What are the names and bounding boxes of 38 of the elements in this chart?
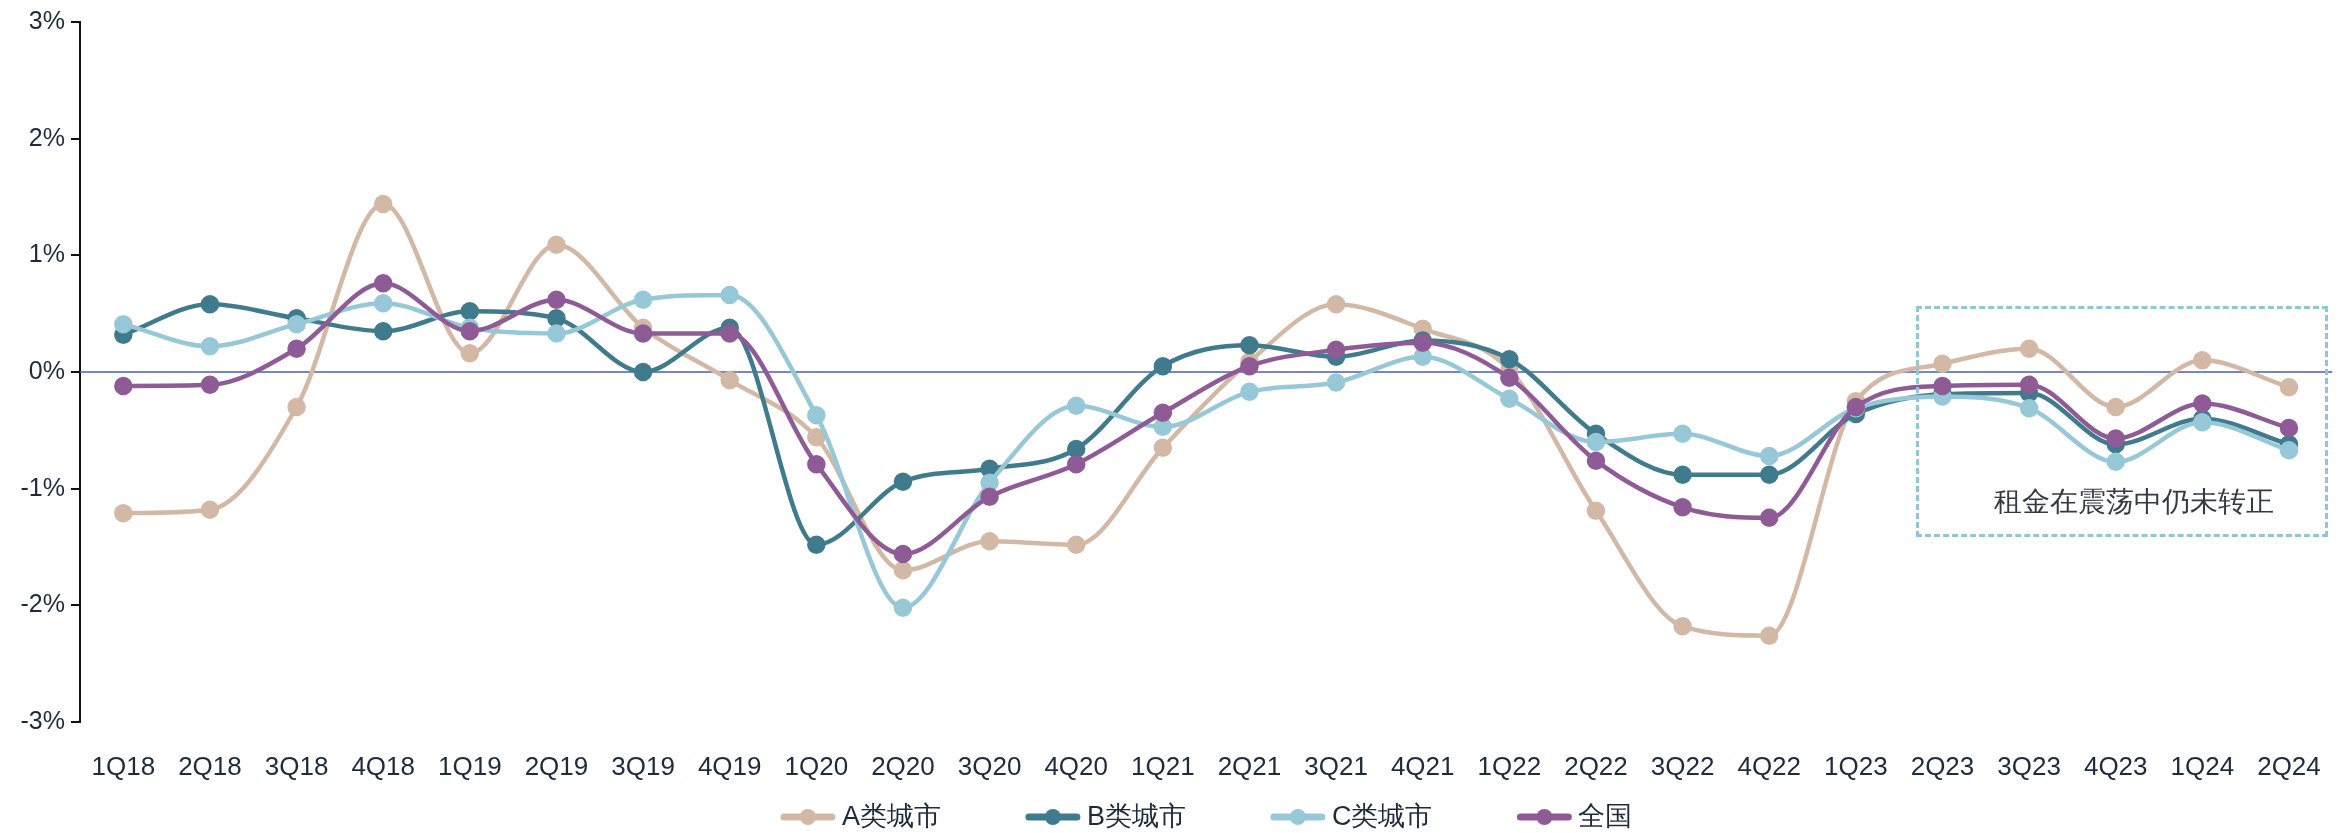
y-tick-label: 1%: [28, 239, 65, 268]
y-tick-label: 0%: [28, 355, 65, 384]
x-tick-label: 2Q20: [871, 750, 935, 781]
x-tick-label: 1Q19: [438, 750, 502, 781]
x-tick-label: 3Q18: [264, 750, 329, 781]
x-tick-label: 1Q24: [2170, 750, 2235, 781]
x-tick-label: 3Q19: [611, 750, 675, 781]
x-tick-label: 4Q22: [1737, 750, 1802, 781]
legend-label: 全国: [1578, 801, 1633, 832]
x-tick-label: 1Q22: [1477, 750, 1542, 781]
legend-label: B类城市: [1086, 801, 1186, 832]
x-tick-label: 2Q21: [1217, 750, 1282, 781]
x-tick-label: 2Q24: [2257, 750, 2321, 781]
x-tick-label: 2Q23: [1910, 750, 1975, 781]
x-tick-label: 3Q23: [1997, 750, 2061, 781]
x-tick-label: 3Q22: [1650, 750, 1715, 781]
x-tick-label: 3Q20: [957, 750, 1022, 781]
x-tick-label: 1Q18: [91, 750, 156, 781]
x-tick-label: 2Q18: [178, 750, 242, 781]
x-tick-label: 4Q18: [351, 750, 415, 781]
x-tick-label: 4Q23: [2083, 750, 2148, 781]
annotation: 租金在震荡中仍未转正: [1994, 485, 2275, 517]
x-tick-label: 4Q19: [697, 750, 762, 781]
x-tick-label: 4Q21: [1390, 750, 1455, 781]
y-tick-label: 2%: [28, 122, 65, 151]
y-tick-label: -3%: [20, 705, 65, 734]
legend-label: C类城市: [1331, 801, 1433, 832]
x-tick-label: 1Q23: [1824, 750, 1888, 781]
legend-label: A类城市: [841, 801, 941, 832]
y-tick-label: -2%: [20, 589, 65, 618]
x-tick-label: 3Q21: [1304, 750, 1368, 781]
x-tick-label: 4Q20: [1044, 750, 1109, 781]
x-tick-label: 2Q19: [524, 750, 589, 781]
x-tick-label: 1Q20: [784, 750, 849, 781]
x-tick-label: 1Q21: [1131, 750, 1195, 781]
y-tick-label: -1%: [20, 472, 65, 501]
x-tick-label: 2Q22: [1564, 750, 1628, 781]
y-tick-label: 3%: [28, 5, 65, 34]
